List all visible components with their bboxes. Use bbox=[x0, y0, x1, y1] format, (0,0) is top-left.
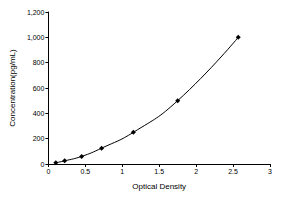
svg-text:1,200: 1,200 bbox=[27, 9, 45, 16]
svg-text:1,000: 1,000 bbox=[27, 34, 45, 41]
svg-text:600: 600 bbox=[33, 85, 45, 92]
svg-text:1.5: 1.5 bbox=[154, 168, 164, 175]
svg-text:0.5: 0.5 bbox=[80, 168, 90, 175]
svg-text:2: 2 bbox=[194, 168, 198, 175]
svg-text:0: 0 bbox=[41, 161, 45, 168]
svg-text:400: 400 bbox=[33, 110, 45, 117]
svg-text:800: 800 bbox=[33, 59, 45, 66]
svg-text:Optical Density: Optical Density bbox=[132, 182, 186, 191]
svg-text:200: 200 bbox=[33, 135, 45, 142]
svg-text:3: 3 bbox=[268, 168, 272, 175]
svg-text:0: 0 bbox=[46, 168, 50, 175]
svg-text:2.5: 2.5 bbox=[228, 168, 238, 175]
svg-text:Concentration(pg/mL): Concentration(pg/mL) bbox=[8, 49, 17, 127]
svg-text:1: 1 bbox=[120, 168, 124, 175]
